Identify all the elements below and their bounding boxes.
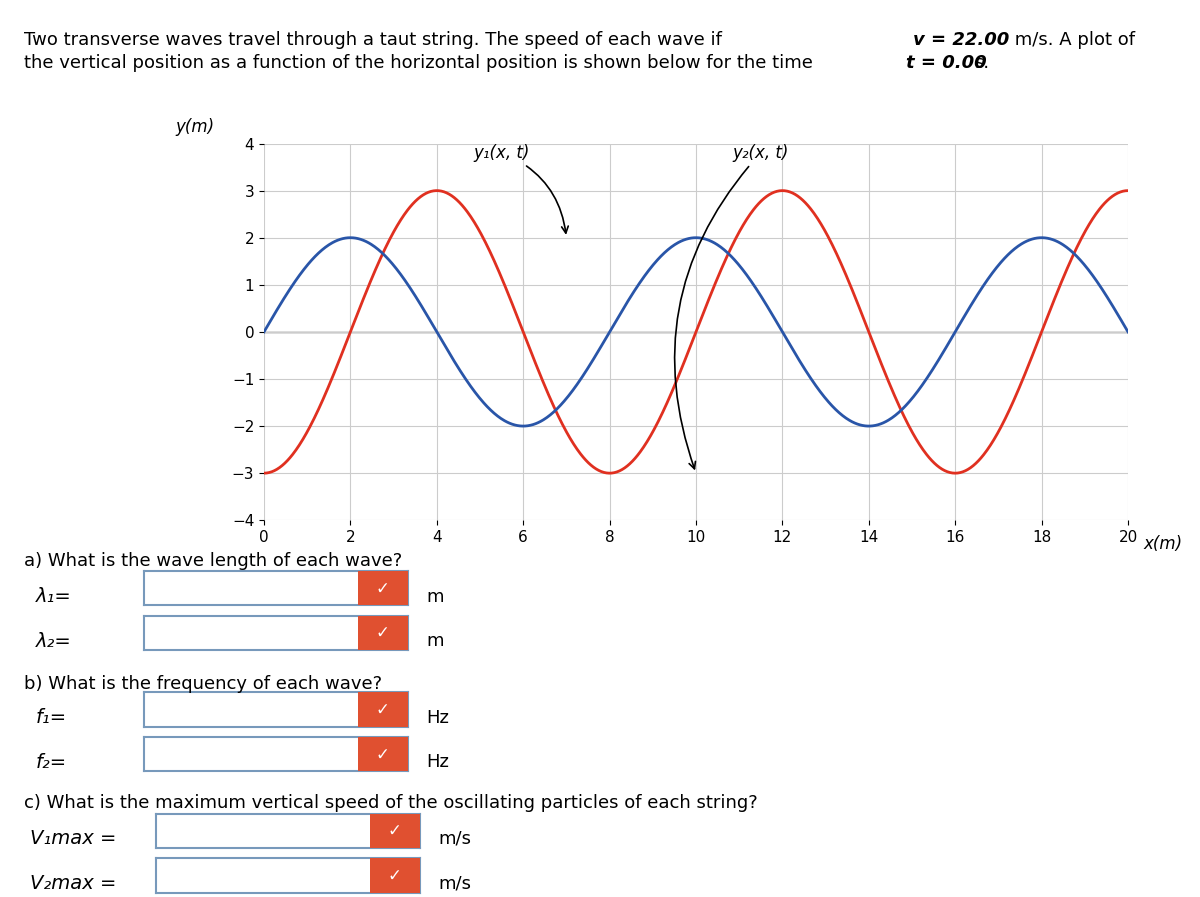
Text: λ₁=: λ₁= [36,587,72,606]
Text: c) What is the maximum vertical speed of the oscillating particles of each strin: c) What is the maximum vertical speed of… [24,794,757,812]
Text: Two transverse waves travel through a taut string. The speed of each wave if: Two transverse waves travel through a ta… [24,31,727,49]
Text: b) What is the frequency of each wave?: b) What is the frequency of each wave? [24,675,382,692]
Text: λ₂=: λ₂= [36,631,72,651]
X-axis label: x(m): x(m) [1142,536,1182,553]
Text: s.: s. [974,54,990,72]
Text: the vertical position as a function of the horizontal position is shown below fo: the vertical position as a function of t… [24,54,818,72]
Text: m/s. A plot of: m/s. A plot of [1009,31,1135,49]
Text: Hz: Hz [426,709,449,727]
Text: ✓: ✓ [376,745,390,763]
Text: Hz: Hz [426,753,449,771]
Text: a) What is the wave length of each wave?: a) What is the wave length of each wave? [24,552,402,570]
Text: ✓: ✓ [388,822,402,840]
Text: y₂(x, t): y₂(x, t) [674,144,788,469]
Text: ✓: ✓ [376,579,390,597]
Text: ✓: ✓ [388,867,402,884]
Text: v = 22.00: v = 22.00 [913,31,1009,49]
Text: V₂max =: V₂max = [30,874,116,893]
Text: m/s: m/s [438,830,470,848]
Text: m: m [426,632,444,650]
Text: m/s: m/s [438,875,470,893]
Text: f₂=: f₂= [36,753,67,772]
Text: ✓: ✓ [376,624,390,642]
Text: V₁max =: V₁max = [30,829,116,849]
Y-axis label: y(m): y(m) [175,118,215,136]
Text: m: m [426,588,444,605]
Text: t = 0.00: t = 0.00 [906,54,986,72]
Text: ✓: ✓ [376,701,390,718]
Text: f₁=: f₁= [36,708,67,727]
Text: y₁(x, t): y₁(x, t) [474,144,569,233]
